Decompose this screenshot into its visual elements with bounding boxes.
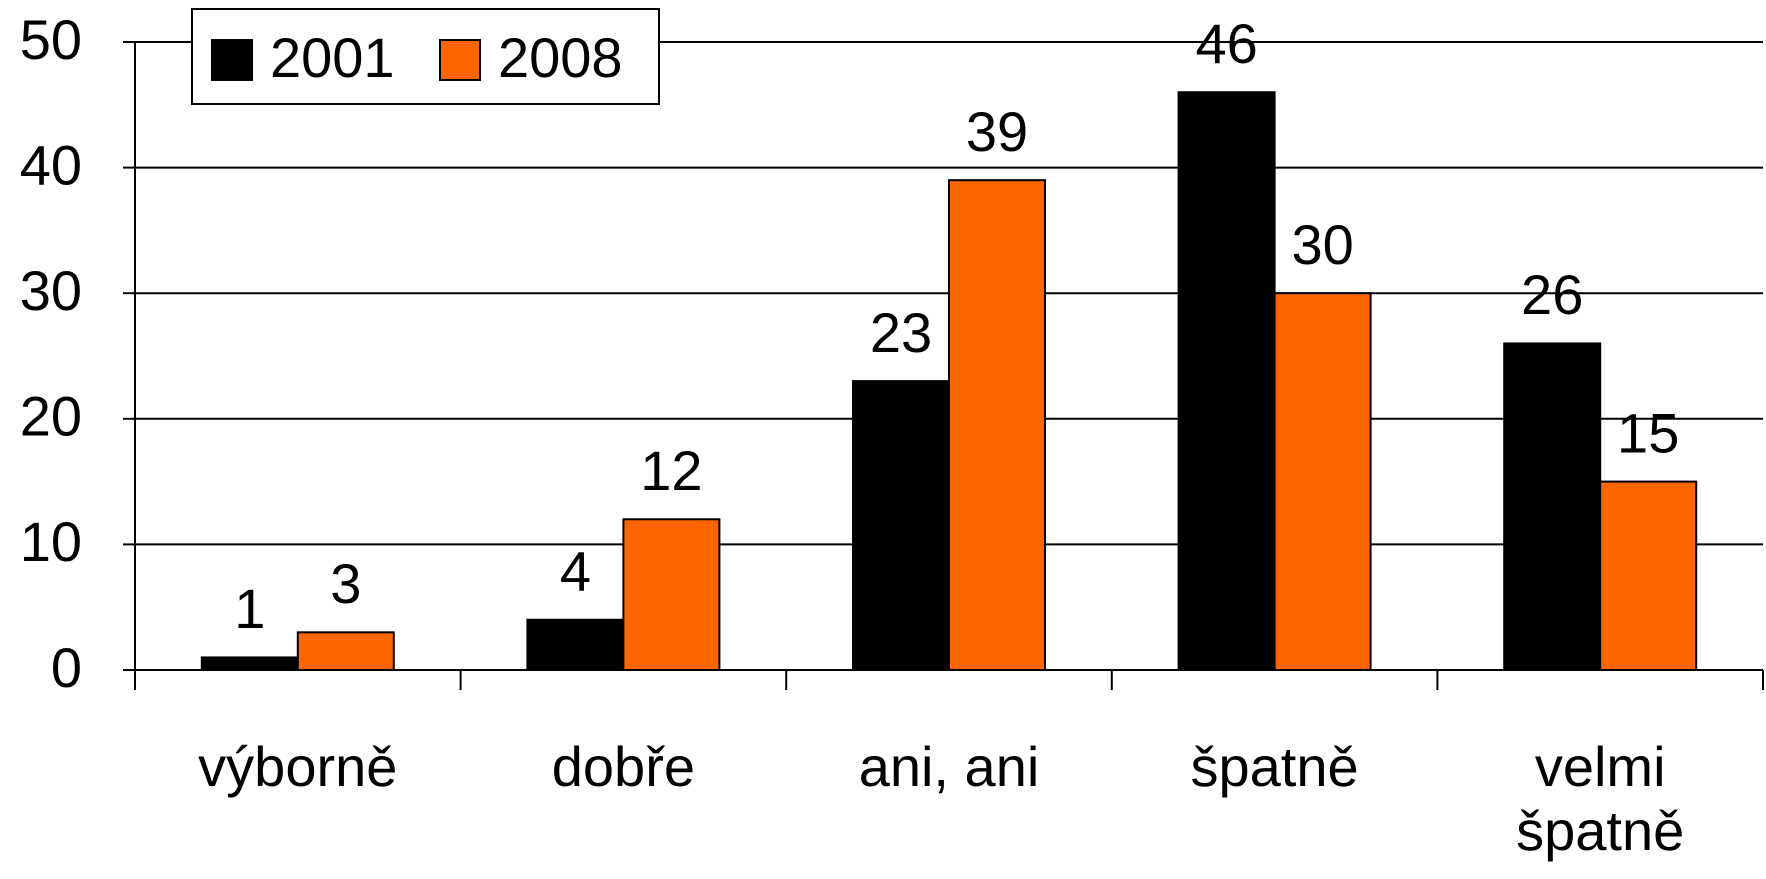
- x-tick-label: špatně: [1190, 735, 1359, 798]
- legend-swatch: [439, 39, 481, 81]
- x-tick-label: ani, ani: [858, 735, 1040, 798]
- bar: [1503, 342, 1602, 671]
- bar: [852, 380, 950, 671]
- bar: [948, 179, 1046, 671]
- bar: [296, 631, 395, 672]
- data-label: 4: [560, 540, 591, 603]
- data-label: 23: [870, 301, 932, 364]
- legend-label: 2008: [498, 26, 623, 89]
- bar: [622, 518, 721, 672]
- x-tick-label: dobře: [551, 735, 695, 798]
- bar: [200, 656, 299, 672]
- y-tick-label: 50: [20, 8, 82, 71]
- y-tick-label: 30: [20, 259, 82, 322]
- bar: [1273, 292, 1372, 671]
- bar: [1599, 480, 1698, 671]
- bar: [526, 618, 625, 672]
- data-label: 15: [1617, 401, 1679, 464]
- data-label: 46: [1195, 12, 1257, 75]
- y-tick-label: 10: [20, 510, 82, 573]
- data-label: 26: [1521, 263, 1583, 326]
- legend-swatch: [211, 39, 253, 81]
- legend-box: [191, 8, 660, 105]
- y-tick-label: 0: [51, 636, 82, 699]
- x-tick-label: výborně: [198, 735, 398, 798]
- y-tick-label: 40: [20, 133, 82, 196]
- data-label: 3: [330, 552, 361, 615]
- data-label: 12: [640, 439, 702, 502]
- y-tick-label: 20: [20, 385, 82, 448]
- bar: [1177, 91, 1276, 672]
- data-label: 39: [966, 100, 1028, 163]
- legend-label: 2001: [270, 26, 395, 89]
- x-tick-label: velmi špatně: [1516, 735, 1685, 862]
- data-label: 30: [1291, 213, 1353, 276]
- data-label: 1: [234, 577, 265, 640]
